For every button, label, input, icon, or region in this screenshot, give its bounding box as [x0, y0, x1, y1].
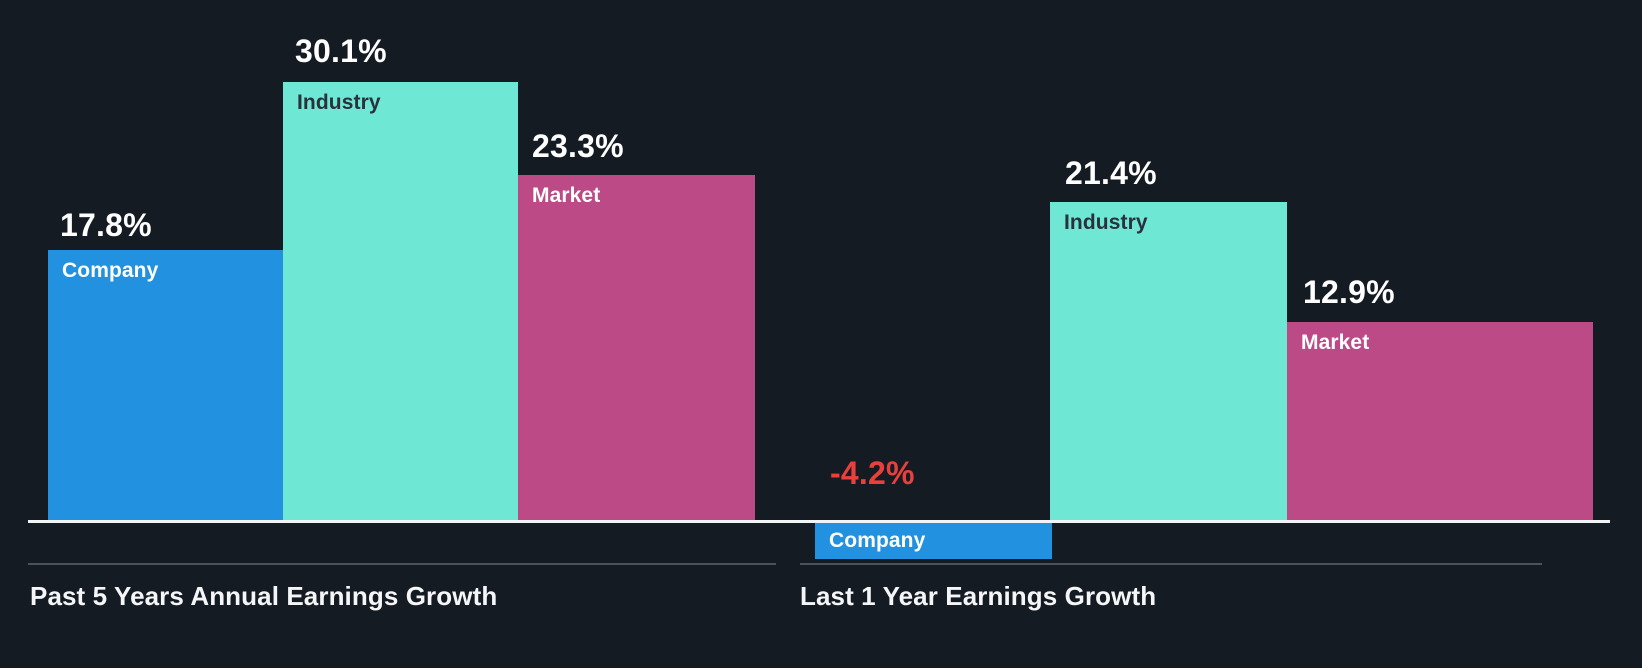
bar-inline-label-industry: Industry: [1064, 211, 1148, 234]
plot-area-last-1-year: -4.2% 21.4% Industry 12.9% Market: [800, 0, 1642, 522]
bar-industry[interactable]: Industry: [1050, 202, 1287, 522]
value-label-market: 12.9%: [1303, 274, 1395, 310]
caption-separator-rule: [28, 563, 776, 565]
zero-axis-line: [28, 520, 806, 523]
panel-caption-past-5-years: Past 5 Years Annual Earnings Growth: [30, 581, 498, 611]
value-label-company: -4.2%: [830, 455, 915, 491]
value-label-industry: 21.4%: [1065, 155, 1157, 191]
panel-caption-last-1-year: Last 1 Year Earnings Growth: [800, 581, 1157, 611]
value-label-company: 17.8%: [60, 207, 152, 243]
bar-industry[interactable]: Industry: [283, 82, 518, 522]
bar-company[interactable]: Company: [48, 250, 283, 522]
bar-inline-label-market: Market: [532, 184, 601, 207]
bar-market[interactable]: Market: [518, 175, 755, 522]
bar-market[interactable]: Market: [1287, 322, 1593, 522]
plot-area-past-5-years: 17.8% Company 30.1% Industry 23.3% Marke…: [0, 0, 800, 522]
caption-separator-rule: [800, 563, 1542, 565]
bar-company[interactable]: Company: [815, 523, 1052, 559]
bar-inline-label-market: Market: [1301, 331, 1370, 354]
bar-inline-label-company: Company: [829, 529, 926, 552]
value-label-industry: 30.1%: [295, 33, 387, 69]
bar-inline-label-company: Company: [62, 259, 159, 282]
zero-axis-line: [800, 520, 1610, 523]
panel-last-1-year: -4.2% 21.4% Industry 12.9% Market Compan…: [800, 0, 1642, 668]
bar-inline-label-industry: Industry: [297, 91, 381, 114]
value-label-market: 23.3%: [532, 128, 624, 164]
panel-past-5-years: 17.8% Company 30.1% Industry 23.3% Marke…: [0, 0, 806, 668]
below-zero-area: Company: [800, 523, 1642, 583]
